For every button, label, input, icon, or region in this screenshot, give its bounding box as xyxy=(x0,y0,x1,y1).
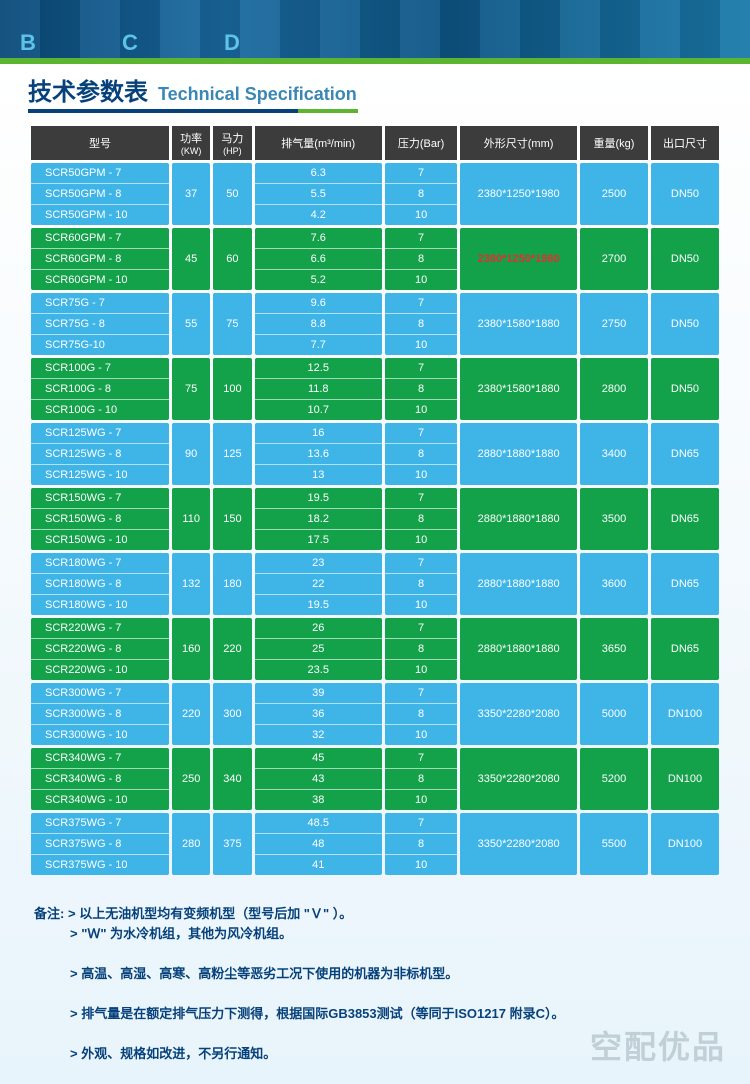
table-body: SCR50GPM - 7SCR50GPM - 8SCR50GPM - 10375… xyxy=(31,163,719,875)
table-row: SCR60GPM - 7SCR60GPM - 8SCR60GPM - 10456… xyxy=(31,228,719,290)
content-area: 技术参数表 Technical Specification 型号 功率(KW) … xyxy=(0,64,750,1084)
header-power: 功率(KW) xyxy=(172,126,210,160)
table-row: SCR125WG - 7SCR125WG - 8SCR125WG - 10901… xyxy=(31,423,719,485)
table-row: SCR300WG - 7SCR300WG - 8SCR300WG - 10220… xyxy=(31,683,719,745)
header-hp: 马力(HP) xyxy=(213,126,251,160)
header-outlet: 出口尺寸 xyxy=(651,126,719,160)
title-cn: 技术参数表 xyxy=(28,72,148,107)
note-line: 排气量是在额定排气压力下测得，根据国际GB3853测试（等同于ISO1217 附… xyxy=(34,1004,722,1024)
table-row: SCR50GPM - 7SCR50GPM - 8SCR50GPM - 10375… xyxy=(31,163,719,225)
table-row: SCR100G - 7SCR100G - 8SCR100G - 10751001… xyxy=(31,358,719,420)
spec-table: 型号 功率(KW) 马力(HP) 排气量(m³/min) 压力(Bar) 外形尺… xyxy=(28,123,722,878)
table-row: SCR180WG - 7SCR180WG - 8SCR180WG - 10132… xyxy=(31,553,719,615)
table-row: SCR75G - 7SCR75G - 8SCR75G-1055759.68.87… xyxy=(31,293,719,355)
header-row: 型号 功率(KW) 马力(HP) 排气量(m³/min) 压力(Bar) 外形尺… xyxy=(31,126,719,160)
note-line: 以上无油机型均有变频机型（型号后加 "Ｖ" ）。 xyxy=(68,906,352,921)
title-row: 技术参数表 Technical Specification xyxy=(28,72,722,107)
title-underline xyxy=(28,109,298,113)
header-air: 排气量(m³/min) xyxy=(255,126,382,160)
table-row: SCR375WG - 7SCR375WG - 8SCR375WG - 10280… xyxy=(31,813,719,875)
header-press: 压力(Bar) xyxy=(385,126,457,160)
table-row: SCR150WG - 7SCR150WG - 8SCR150WG - 10110… xyxy=(31,488,719,550)
note-line: "Ｗ" 为水冷机组，其他为风冷机组。 xyxy=(34,924,722,944)
table-row: SCR220WG - 7SCR220WG - 8SCR220WG - 10160… xyxy=(31,618,719,680)
header-model: 型号 xyxy=(31,126,169,160)
header-dim: 外形尺寸(mm) xyxy=(460,126,577,160)
banner-letters: B C D xyxy=(20,30,280,56)
title-en: Technical Specification xyxy=(158,84,357,105)
table-row: SCR340WG - 7SCR340WG - 8SCR340WG - 10250… xyxy=(31,748,719,810)
header-weight: 重量(kg) xyxy=(580,126,648,160)
note-line: 高温、高湿、高寒、高粉尘等恶劣工况下使用的机器为非标机型。 xyxy=(34,964,722,984)
watermark: 空配优品 xyxy=(590,1022,726,1068)
banner-image: B C D xyxy=(0,0,750,58)
notes-label: 备注: xyxy=(34,904,64,924)
